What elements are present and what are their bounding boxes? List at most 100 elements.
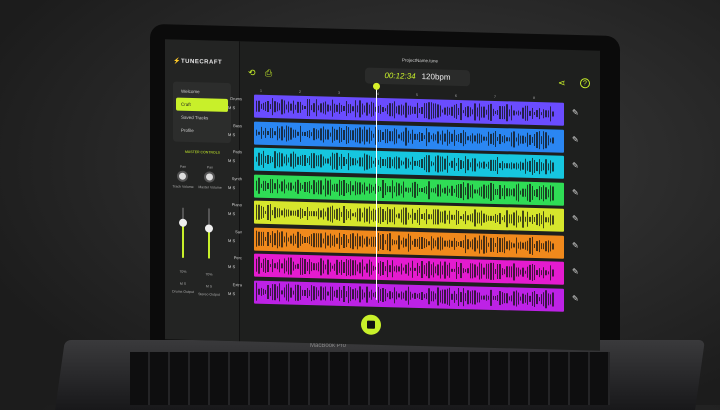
waveform-bar xyxy=(444,158,446,170)
waveform-bar xyxy=(403,131,405,142)
waveform-bar xyxy=(288,157,290,163)
waveform-bar xyxy=(290,257,292,275)
track-clip[interactable] xyxy=(254,227,564,259)
waveform-bar xyxy=(510,132,513,147)
waveform-bar xyxy=(453,158,455,171)
track-clip[interactable] xyxy=(254,174,564,206)
track-clip[interactable] xyxy=(254,280,564,312)
pencil-icon[interactable]: ✎ xyxy=(572,107,579,118)
waveform-bar xyxy=(453,237,455,251)
waveform-bar xyxy=(299,182,301,191)
fader-mute-solo[interactable]: M S xyxy=(179,281,187,286)
waveform-bar xyxy=(262,259,265,272)
stereo-output-fader[interactable] xyxy=(205,208,213,259)
waveform-bar xyxy=(288,257,290,275)
waveform-bar xyxy=(384,107,386,112)
track-mute-solo[interactable]: M S xyxy=(228,263,236,270)
waveform-bar xyxy=(350,157,352,166)
waveform-bar xyxy=(455,162,458,167)
waveform-bar xyxy=(467,158,469,171)
track-mute-solo[interactable]: M S xyxy=(228,210,236,217)
waveform-bar xyxy=(256,156,258,162)
waveform-bar xyxy=(474,189,476,194)
playhead-handle[interactable] xyxy=(373,82,380,90)
waveform-bar xyxy=(471,290,474,305)
track-mute-solo[interactable]: M S xyxy=(228,104,236,111)
pencil-icon[interactable]: ✎ xyxy=(572,213,579,224)
waveform-bar xyxy=(281,210,283,216)
waveform-bar xyxy=(506,137,508,142)
waveform-bar xyxy=(508,214,510,224)
waveform-bar xyxy=(513,110,515,116)
waveform-bar xyxy=(389,130,391,142)
track-clip[interactable] xyxy=(254,200,564,232)
pencil-icon[interactable]: ✎ xyxy=(572,134,579,144)
waveform-bar xyxy=(442,188,444,193)
pencil-icon[interactable]: ✎ xyxy=(572,240,579,250)
waveform-bar xyxy=(382,107,384,112)
waveform-bar xyxy=(545,159,547,175)
track-volume-knob[interactable] xyxy=(177,170,188,182)
sidebar: ⚡TUNECRAFT Welcome Craft Saved Tracks Pr… xyxy=(165,39,240,342)
save-icon[interactable]: ⎙ xyxy=(265,67,273,79)
waveform-bar xyxy=(363,266,366,270)
bpm-display[interactable]: 120bpm xyxy=(421,72,451,82)
waveform-bar xyxy=(425,186,428,194)
waveform-bar xyxy=(382,158,384,167)
waveform-bar xyxy=(292,185,295,189)
waveform-bar xyxy=(412,157,414,170)
track-mute-solo[interactable]: M S xyxy=(228,184,236,190)
waveform-bar xyxy=(308,259,311,274)
pencil-icon[interactable]: ✎ xyxy=(572,187,579,197)
waveform-bar xyxy=(520,191,522,195)
waveform-bar xyxy=(409,235,412,250)
waveform-bar xyxy=(497,264,499,279)
waveform-bar xyxy=(515,210,517,228)
waveform-bar xyxy=(522,188,524,197)
waveform-bar xyxy=(391,131,393,142)
track-mute-solo[interactable]: M S xyxy=(228,290,236,296)
waveform-bar xyxy=(428,155,430,172)
waveform-bar xyxy=(533,159,536,174)
waveform-bar xyxy=(313,210,315,217)
waveform-bar xyxy=(357,182,359,195)
drums-output-fader[interactable] xyxy=(179,207,187,258)
waveform-bar xyxy=(540,214,543,225)
track-mute-solo[interactable]: M S xyxy=(228,157,236,164)
waveform-bar xyxy=(416,293,419,299)
track-clip[interactable] xyxy=(254,253,564,285)
track-name: Perc xyxy=(233,255,242,261)
waveform-bar xyxy=(550,160,552,174)
share-icon[interactable]: ⋖ xyxy=(558,77,566,88)
pencil-icon[interactable]: ✎ xyxy=(572,160,579,171)
waveform-bar xyxy=(458,184,460,198)
waveform-bar xyxy=(552,243,554,250)
waveform-bar xyxy=(329,286,331,301)
waveform-bar xyxy=(396,214,398,218)
sidebar-item-profile[interactable]: Profile xyxy=(181,127,194,134)
waveform-bar xyxy=(377,159,380,166)
pencil-icon[interactable]: ✎ xyxy=(572,293,579,303)
track-mute-solo[interactable]: M S xyxy=(228,237,236,243)
track-clip[interactable] xyxy=(254,147,564,179)
pencil-icon[interactable]: ✎ xyxy=(572,266,579,277)
waveform-bar xyxy=(465,211,467,224)
playhead[interactable] xyxy=(376,84,377,300)
waveform-bar xyxy=(455,241,458,247)
waveform-bar xyxy=(403,105,405,115)
fader-mute-solo[interactable]: M S xyxy=(205,284,213,289)
waveform-bar xyxy=(520,269,522,275)
waveform-bar xyxy=(490,160,492,171)
loop-icon[interactable]: ⟲ xyxy=(248,67,256,78)
waveform-bar xyxy=(485,236,487,254)
track-clip[interactable] xyxy=(254,94,564,126)
stop-button[interactable] xyxy=(361,314,381,335)
waveform-bar xyxy=(382,233,384,251)
master-volume-knob[interactable] xyxy=(204,171,215,183)
track-clip[interactable] xyxy=(254,121,564,153)
waveform-bar xyxy=(412,261,414,278)
track-mute-solo[interactable]: M S xyxy=(228,131,236,137)
waveform-bar xyxy=(311,185,313,189)
help-icon[interactable]: ? xyxy=(580,78,590,89)
waveform-bar xyxy=(391,208,393,223)
